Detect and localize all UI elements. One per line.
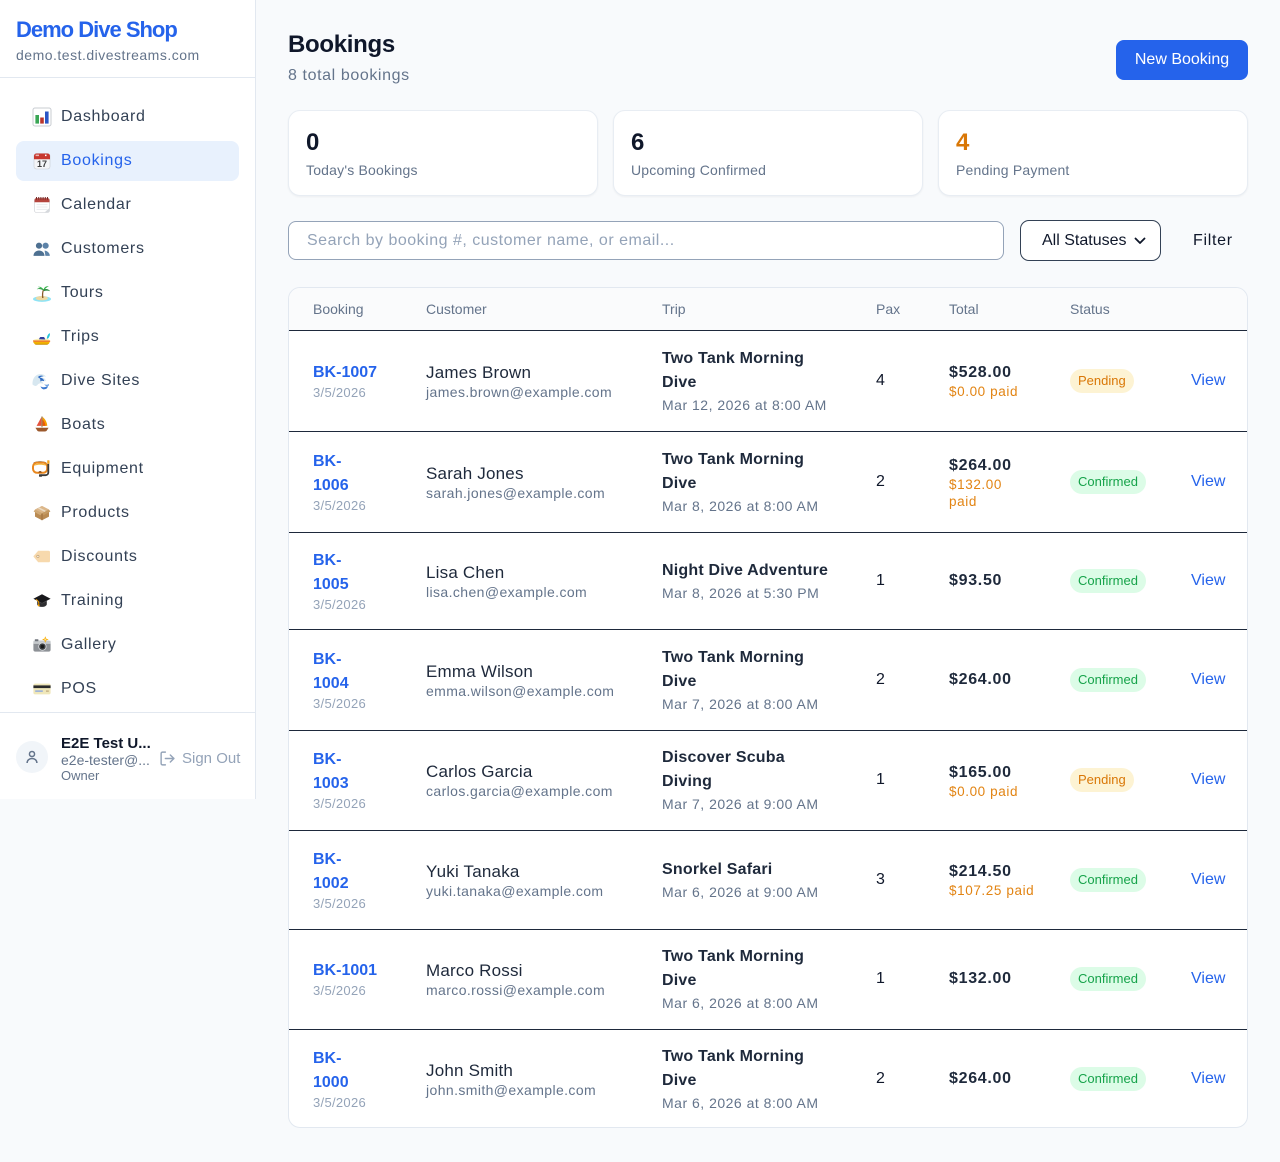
svg-text:17: 17: [37, 159, 47, 169]
